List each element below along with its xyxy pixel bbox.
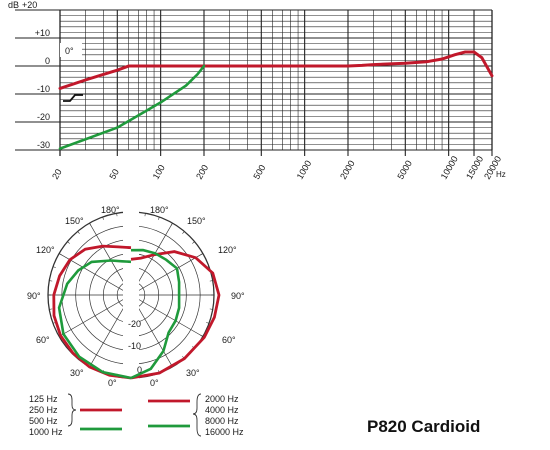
polar-tick [158, 216, 160, 220]
polar-tick [77, 231, 80, 234]
polar-label-60-left: 60° [36, 335, 50, 345]
db-label-0: 0 [45, 56, 50, 66]
legend-right-4000: 4000 Hz [205, 405, 239, 415]
polar-label-90-left: 90° [27, 291, 41, 301]
model-title: P820 Cardioid [367, 417, 480, 436]
db-label-minus10: -10 [37, 84, 50, 94]
polar-center-gap [123, 203, 139, 383]
polar-tick [206, 322, 210, 324]
polar-spoke [130, 294, 204, 337]
db-unit-label: dB [8, 0, 19, 10]
freq-label: 100 [151, 163, 167, 181]
polar-tick [144, 213, 146, 217]
polar-label-180-right: 180° [150, 205, 169, 215]
freq-label: 50 [107, 167, 121, 181]
db-label-plus20: +20 [22, 0, 37, 10]
polar-label-150-right: 150° [187, 216, 206, 226]
angle-label-box [60, 43, 82, 57]
polar-label-180-left: 180° [101, 205, 120, 215]
legend-left-1000: 1000 Hz [29, 427, 63, 437]
polar-tick [67, 241, 70, 244]
legend: 125 Hz 250 Hz 500 Hz 1000 Hz 2000 Hz 400… [29, 393, 244, 437]
polar-tick [209, 280, 213, 282]
legend-right-16000: 16000 Hz [205, 427, 244, 437]
polar-label-120-left: 120° [36, 245, 55, 255]
db-label-minus30: -30 [37, 140, 50, 150]
polar-label-120-right: 120° [218, 245, 237, 255]
polar-curve-low-red [52, 244, 132, 380]
response-curve-main [58, 50, 494, 90]
polar-label-30-right: 30° [186, 368, 200, 378]
polar-label-60-right: 60° [222, 335, 236, 345]
polar-spoke [130, 253, 204, 296]
frequency-response-chart: dB +20 +10 0 -10 -20 -30 0° 20 50 100 200 50… [8, 0, 506, 181]
polar-label-90-right: 90° [231, 291, 245, 301]
polar-tick [102, 216, 104, 220]
polar-tick [200, 334, 204, 337]
polar-tick [89, 222, 92, 226]
freq-label: 10000 [439, 154, 460, 181]
polar-curve-high-green [130, 248, 181, 380]
legend-right-8000: 8000 Hz [205, 416, 239, 426]
freq-label: 1000 [295, 159, 314, 181]
freq-label: 5000 [395, 159, 414, 181]
legend-right-brace-icon [192, 393, 202, 437]
low-cut-switch-icon [63, 94, 83, 102]
polar-pattern-chart: 180° 180° 150° 150° 120° 120° 90° 90° 60… [27, 203, 245, 388]
angle-label-0: 0° [65, 46, 74, 56]
freq-label: 200 [194, 163, 210, 181]
polar-scale-minus20: -20 [128, 319, 141, 329]
freq-label: 2000 [338, 159, 357, 181]
fr-grid [15, 9, 493, 156]
polar-tick [49, 280, 53, 282]
polar-tick [58, 253, 62, 256]
polar-tick [116, 213, 118, 217]
polar-label-0-left: 0° [108, 378, 117, 388]
polar-scale-minus10: -10 [128, 341, 141, 351]
polar-curve-low-green [57, 259, 132, 380]
response-curve-lowcut [58, 64, 206, 150]
legend-right-2000: 2000 Hz [205, 394, 239, 404]
polar-tick [170, 222, 173, 226]
polar-tick [182, 231, 185, 234]
polar-tick [49, 308, 53, 310]
db-label-plus10: +10 [35, 28, 50, 38]
legend-left-125: 125 Hz [29, 394, 58, 404]
freq-label: 500 [251, 163, 267, 181]
legend-left-brace-icon [67, 393, 77, 427]
freq-label: 20 [50, 167, 64, 181]
polar-label-30-left: 30° [70, 368, 84, 378]
db-label-minus20: -20 [37, 112, 50, 122]
polar-label-0-right: 0° [150, 378, 159, 388]
polar-tick [52, 266, 56, 268]
polar-tick [192, 241, 195, 244]
polar-tick [209, 308, 213, 310]
polar-spoke [58, 294, 132, 337]
hz-unit-label: Hz [496, 170, 506, 179]
legend-left-250: 250 Hz [29, 405, 58, 415]
polar-curve-high-red [130, 250, 221, 380]
legend-left-500: 500 Hz [29, 416, 58, 426]
polar-scale-0: 0 [137, 365, 142, 375]
polar-label-150-left: 150° [65, 216, 84, 226]
polar-tick [200, 253, 204, 256]
